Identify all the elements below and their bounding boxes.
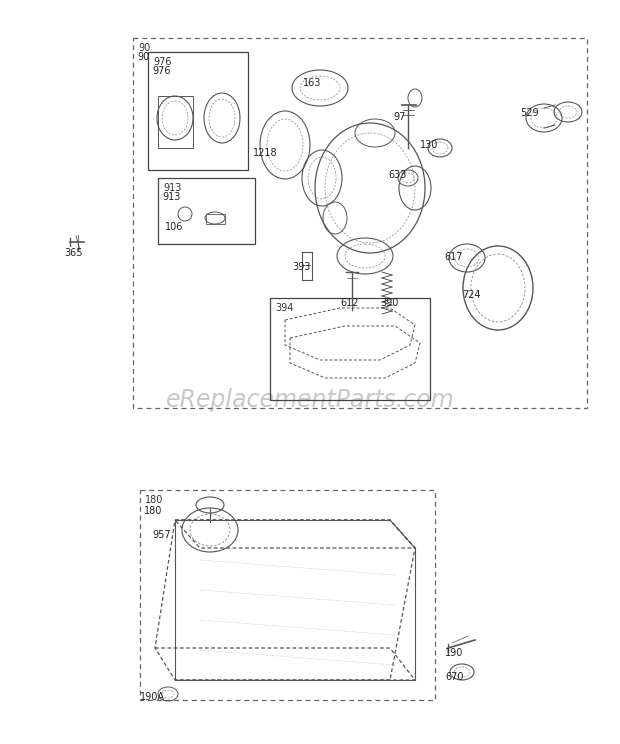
Text: 190A: 190A bbox=[140, 692, 165, 702]
Text: 394: 394 bbox=[275, 303, 293, 313]
Text: 365: 365 bbox=[64, 248, 82, 258]
Text: 633: 633 bbox=[388, 170, 406, 180]
Text: 163: 163 bbox=[303, 78, 321, 88]
Text: 130: 130 bbox=[420, 140, 438, 150]
Bar bbox=[206, 214, 225, 224]
Text: 913: 913 bbox=[162, 192, 180, 202]
Bar bbox=[140, 490, 435, 700]
Text: 390: 390 bbox=[380, 298, 399, 308]
Text: 1218: 1218 bbox=[253, 148, 278, 158]
Text: 976: 976 bbox=[152, 66, 171, 76]
Text: 190: 190 bbox=[445, 648, 463, 658]
Text: 393: 393 bbox=[292, 262, 311, 272]
Text: 617: 617 bbox=[444, 252, 463, 262]
Text: 670: 670 bbox=[445, 672, 464, 682]
Text: 180: 180 bbox=[144, 506, 162, 516]
Text: 106: 106 bbox=[165, 222, 184, 232]
Text: 724: 724 bbox=[462, 290, 480, 300]
Text: 957: 957 bbox=[152, 530, 171, 540]
Text: 529: 529 bbox=[520, 108, 539, 118]
Text: 90: 90 bbox=[138, 43, 150, 53]
Text: eReplacementParts.com: eReplacementParts.com bbox=[166, 388, 454, 412]
Bar bbox=[148, 52, 248, 170]
Text: 97: 97 bbox=[393, 112, 405, 122]
Text: 612: 612 bbox=[340, 298, 358, 308]
Text: 90: 90 bbox=[137, 52, 149, 62]
Text: 180: 180 bbox=[145, 495, 164, 505]
Bar bbox=[158, 178, 255, 244]
Text: 913: 913 bbox=[163, 183, 182, 193]
Bar bbox=[158, 96, 193, 148]
Bar bbox=[133, 38, 587, 408]
Text: 976: 976 bbox=[153, 57, 172, 67]
Bar bbox=[270, 298, 430, 400]
